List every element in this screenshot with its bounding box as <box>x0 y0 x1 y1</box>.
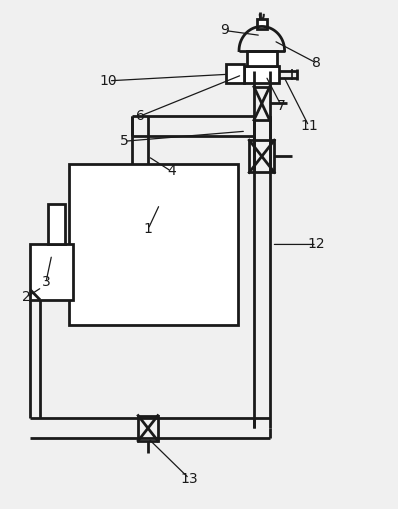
Bar <box>254 87 269 120</box>
Text: 7: 7 <box>277 99 286 113</box>
Text: 1: 1 <box>144 222 152 236</box>
Text: 12: 12 <box>308 237 326 251</box>
Bar <box>257 19 267 29</box>
Text: 6: 6 <box>136 109 144 123</box>
Text: 4: 4 <box>167 164 176 179</box>
Bar <box>247 50 277 66</box>
Text: 9: 9 <box>220 23 229 38</box>
Text: 13: 13 <box>180 471 198 486</box>
Text: 3: 3 <box>41 275 50 289</box>
Bar <box>138 416 158 441</box>
Text: 2: 2 <box>22 290 31 304</box>
Bar <box>48 204 65 244</box>
Text: 10: 10 <box>100 74 117 88</box>
Text: 11: 11 <box>300 119 318 133</box>
Bar <box>70 164 238 325</box>
Bar <box>244 66 279 83</box>
Text: 5: 5 <box>120 134 129 148</box>
Text: 8: 8 <box>312 56 321 70</box>
Bar <box>30 244 73 300</box>
Bar <box>226 64 244 83</box>
Bar <box>249 140 274 173</box>
